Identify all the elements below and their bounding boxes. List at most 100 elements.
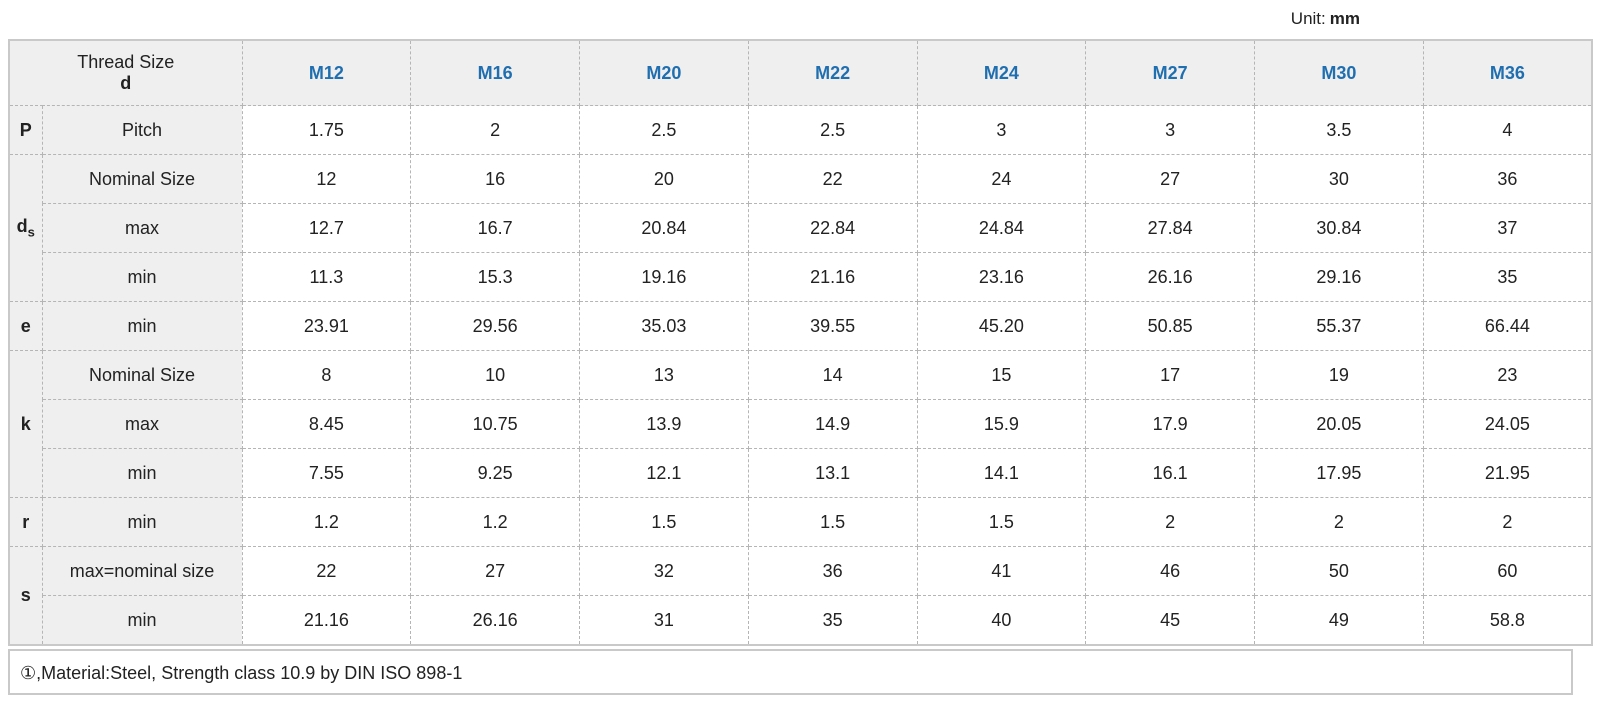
table-cell: 30 xyxy=(1254,154,1424,204)
table-cell: 17.9 xyxy=(1085,399,1255,449)
table-row: ds Nominal Size 12 16 20 22 24 27 30 36 xyxy=(8,154,1593,302)
thread-size-label: Thread Size xyxy=(77,52,175,72)
table-cell: 19 xyxy=(1254,350,1424,400)
table-cell: 29.56 xyxy=(410,301,580,351)
table-cell: 2 xyxy=(1422,497,1593,547)
size-header: M22 xyxy=(747,39,918,106)
unit-prefix: Unit: xyxy=(1290,9,1326,28)
table-cell: 17.95 xyxy=(1254,448,1424,498)
parameter-symbol: e xyxy=(8,301,43,351)
table-cell: 11.3 xyxy=(241,252,412,302)
table-cell: 4 xyxy=(1422,105,1593,155)
parameter-symbol: ds xyxy=(8,154,43,302)
table-cell: 36 xyxy=(1422,154,1593,204)
table-row: e min 23.91 29.56 35.03 39.55 45.20 50.85 55.37 6… xyxy=(8,301,1593,351)
table-cell: 40 xyxy=(916,595,1087,646)
table-cell: 15.9 xyxy=(916,399,1087,449)
table-cell: 16.1 xyxy=(1085,448,1255,498)
table-cell: 7.55 xyxy=(241,448,412,498)
table-cell: 49 xyxy=(1254,595,1424,646)
table-cell: 21.16 xyxy=(747,252,918,302)
table-cell: 26.16 xyxy=(410,595,580,646)
size-header: M12 xyxy=(241,39,412,106)
table-cell: 24.84 xyxy=(916,203,1087,253)
table-cell: 10.75 xyxy=(410,399,580,449)
table-cell: 20.05 xyxy=(1254,399,1424,449)
table-cell: 46 xyxy=(1085,546,1255,596)
parameter-symbol: k xyxy=(8,350,43,498)
table-cell: 13 xyxy=(579,350,749,400)
thread-size-header: Thread Size d xyxy=(8,39,243,106)
table-cell: 8.45 xyxy=(241,399,412,449)
table-cell: 20 xyxy=(579,154,749,204)
table-cell: 27.84 xyxy=(1085,203,1255,253)
table-row: k Nominal Size 8 10 13 14 15 17 19 23 xyxy=(8,350,1593,498)
table-cell: 23 xyxy=(1422,350,1593,400)
table-cell: 50 xyxy=(1254,546,1424,596)
table-cell: 14 xyxy=(747,350,918,400)
table-cell: 22 xyxy=(241,546,412,596)
table-cell: 35.03 xyxy=(579,301,749,351)
parameter-symbol-main: P xyxy=(19,119,32,140)
table-cell: 10 xyxy=(410,350,580,400)
table-cell: 3 xyxy=(1085,105,1255,155)
table-cell: 27 xyxy=(410,546,580,596)
table-cell: 1.5 xyxy=(747,497,918,547)
size-header: M27 xyxy=(1085,39,1255,106)
parameter-symbol-main: r xyxy=(22,511,30,532)
table-cell: 3 xyxy=(916,105,1087,155)
thread-size-symbol: d xyxy=(120,73,132,93)
table-cell: 37 xyxy=(1422,203,1593,253)
table-header-row: Thread Size d M12 M16 M20 M22 M24 M27 M3… xyxy=(8,39,1593,106)
table-cell: 45 xyxy=(1085,595,1255,646)
table-cell: 22.84 xyxy=(747,203,918,253)
table-cell: 24 xyxy=(916,154,1087,204)
parameter-symbol: r xyxy=(8,497,43,547)
size-header: M36 xyxy=(1422,39,1593,106)
table-cell: 35 xyxy=(1422,252,1593,302)
table-cell: 58.8 xyxy=(1422,595,1593,646)
table-row: r min 1.2 1.2 1.5 1.5 1.5 2 2 2 xyxy=(8,497,1593,547)
size-header: M16 xyxy=(410,39,580,106)
table-cell: 23.16 xyxy=(916,252,1087,302)
table-cell: 30.84 xyxy=(1254,203,1424,253)
table-cell: 32 xyxy=(579,546,749,596)
table-cell: 13.1 xyxy=(747,448,918,498)
table-row: max 8.45 10.75 13.9 14.9 15.9 17.9 20.05 24.05 xyxy=(9,399,1593,449)
table-cell: 1.2 xyxy=(241,497,412,547)
parameter-label: min xyxy=(41,448,243,498)
table-cell: 24.05 xyxy=(1422,399,1593,449)
table-cell: 66.44 xyxy=(1422,301,1593,351)
parameter-symbol-subscript: s xyxy=(27,224,35,240)
parameter-symbol-main: s xyxy=(20,585,31,605)
table-cell: 31 xyxy=(579,595,749,646)
size-header: M24 xyxy=(916,39,1087,106)
table-row: min 21.16 26.16 31 35 40 45 49 58.8 xyxy=(9,595,1593,646)
table-cell: 22 xyxy=(747,154,918,204)
table-cell: 13.9 xyxy=(579,399,749,449)
table-cell: 17 xyxy=(1085,350,1255,400)
table-cell: 26.16 xyxy=(1085,252,1255,302)
table-cell: 55.37 xyxy=(1254,301,1424,351)
table-row: P Pitch 1.75 2 2.5 2.5 3 3 3.5 4 xyxy=(8,105,1593,155)
table-cell: 2.5 xyxy=(747,105,918,155)
table-cell: 1.75 xyxy=(241,105,412,155)
parameter-label: Pitch xyxy=(41,105,243,155)
table-row: min 11.3 15.3 19.16 21.16 23.16 26.16 29.16 35 xyxy=(9,252,1593,302)
parameter-symbol-main: e xyxy=(20,315,31,336)
table-cell: 12 xyxy=(241,154,412,204)
table-cell: 21.16 xyxy=(241,595,412,646)
parameter-symbol-main: d xyxy=(16,216,28,237)
table-cell: 20.84 xyxy=(579,203,749,253)
table-cell: 1.5 xyxy=(579,497,749,547)
table-cell: 9.25 xyxy=(410,448,580,498)
table-cell: 15 xyxy=(916,350,1087,400)
table-cell: 14.1 xyxy=(916,448,1087,498)
parameter-symbol: P xyxy=(8,105,43,155)
unit-label: Unit: mm xyxy=(1291,9,1360,29)
table-cell: 8 xyxy=(241,350,412,400)
parameter-label: Nominal Size xyxy=(41,154,243,204)
table-cell: 14.9 xyxy=(747,399,918,449)
table-cell: 29.16 xyxy=(1254,252,1424,302)
parameter-symbol: s xyxy=(8,546,43,646)
